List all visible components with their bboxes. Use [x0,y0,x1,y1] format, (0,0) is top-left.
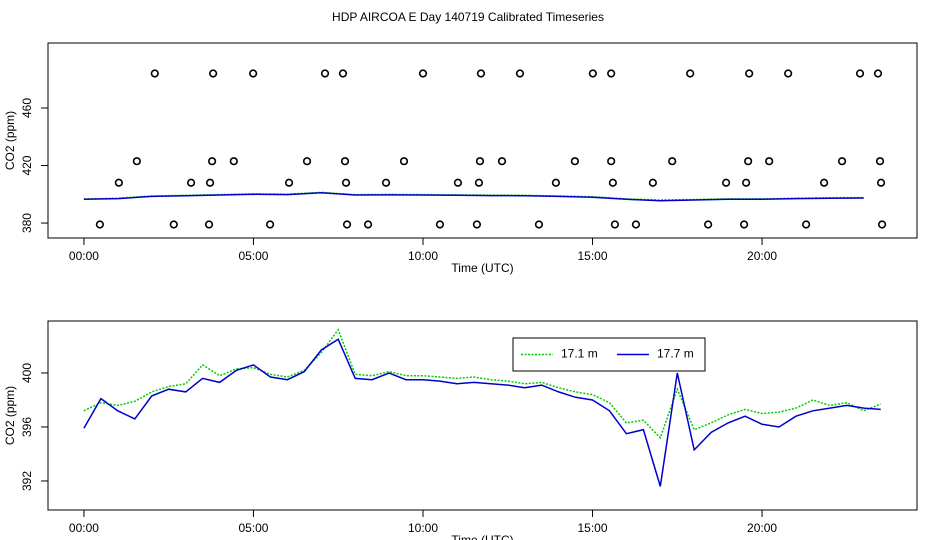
data-point [739,220,749,229]
y-tick-label: 380 [20,213,34,233]
x-tick-label: 20:00 [747,521,777,535]
x-tick-label: 05:00 [238,249,268,263]
data-point [607,69,616,78]
data-point [472,220,482,229]
x-tick-label: 15:00 [578,249,608,263]
data-point [418,69,428,78]
x-tick-label: 00:00 [69,249,99,263]
x-tick-label: 10:00 [408,249,438,263]
x-tick-label: 10:00 [408,521,438,535]
data-point [534,220,544,229]
data-point [631,220,641,229]
data-point [765,157,774,166]
x-tick-label: 20:00 [747,249,777,263]
legend-frame [512,337,706,372]
legend-label: 17.7 m [657,347,694,361]
x-tick-label: 05:00 [238,521,268,535]
x-tick-label: 15:00 [578,521,608,535]
data-point [340,157,350,166]
data-point [132,157,141,166]
data-point [745,69,754,78]
x-tick-label: 00:00 [69,521,99,535]
data-point [363,220,373,229]
data-point [722,178,731,187]
data-point [784,69,793,78]
legend-label: 17.1 m [561,347,598,361]
data-point [169,220,178,229]
y-tick-label: 396 [20,417,34,437]
plot-frame [47,42,918,239]
data-point [877,220,887,229]
y-axis-label: CO2 (ppm) [3,111,17,170]
data-point [381,178,391,187]
data-point [342,220,352,229]
data-point [475,157,485,166]
y-axis-label: CO2 (ppm) [3,386,17,445]
data-point [837,157,847,166]
y-tick-label: 460 [20,98,34,118]
data-point [686,69,695,78]
data-point [95,220,104,229]
data-point [497,157,507,166]
data-point [338,69,348,78]
data-point [284,178,294,187]
data-point [610,220,620,229]
data-line [83,328,881,440]
data-point [802,220,811,229]
data-point [873,69,883,78]
data-point [229,157,238,166]
chart-title: HDP AIRCOA E Day 140719 Calibrated Times… [332,10,604,24]
data-point [648,178,657,187]
data-point [320,69,330,78]
data-line [83,338,881,487]
data-line [83,192,864,202]
data-point [588,69,597,78]
data-point [570,157,579,166]
data-point [114,178,123,187]
data-point [208,157,217,166]
data-point [742,178,751,187]
data-point [302,157,312,166]
data-point [819,178,829,187]
data-point [875,157,885,166]
data-point [515,69,525,78]
data-point [668,157,677,166]
data-point [704,220,713,229]
y-tick-label: 392 [20,471,34,491]
data-point [209,69,218,78]
data-point [476,69,486,78]
data-point [474,178,484,187]
data-point [205,178,215,187]
data-point [876,178,886,187]
data-point [204,220,214,229]
data-point [249,69,258,78]
data-point [435,220,445,229]
x-axis-label: Time (UTC) [451,533,513,540]
data-point [608,178,617,187]
y-tick-label: 400 [20,363,34,383]
data-point [744,157,753,166]
x-axis-label: Time (UTC) [451,261,513,275]
data-point [186,178,196,187]
data-point [607,157,616,166]
data-point [453,178,463,187]
data-point [855,69,865,78]
data-point [399,157,409,166]
data-point [150,69,159,78]
plot-frame [47,320,918,511]
data-point [341,178,351,187]
data-point [551,178,561,187]
y-tick-label: 420 [20,155,34,175]
data-point [265,220,275,229]
